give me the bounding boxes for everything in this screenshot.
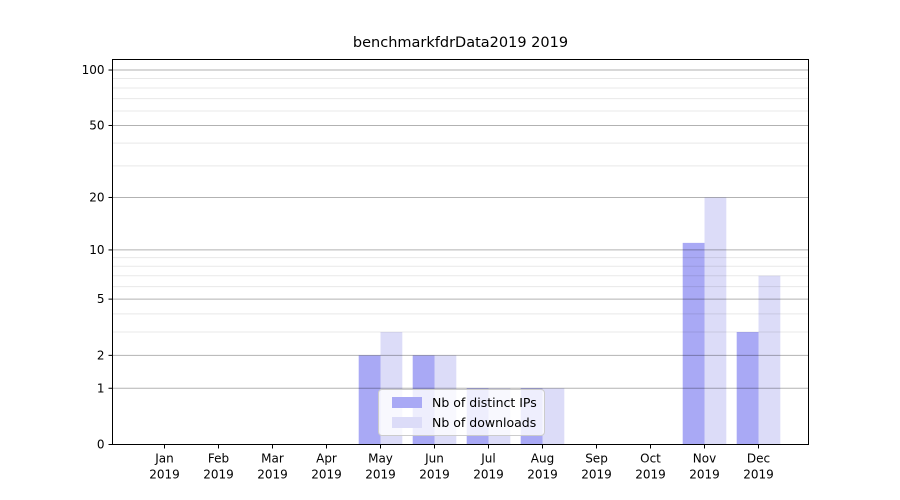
y-tick-label-20: 20 xyxy=(89,190,104,204)
x-tick-label-month-jun: Jun xyxy=(424,452,444,466)
y-tick-label-0: 0 xyxy=(97,438,105,452)
x-tick-label-month-nov: Nov xyxy=(693,452,716,466)
chart-title: benchmarkfdrData2019 2019 xyxy=(352,35,569,51)
x-tick-label-year-jul: 2019 xyxy=(473,468,504,482)
bar-aug-downloads xyxy=(542,388,565,445)
x-tick-label-year-feb: 2019 xyxy=(203,468,234,482)
bar-nov-distinct-ips xyxy=(682,242,705,445)
x-tick-label-year-apr: 2019 xyxy=(311,468,342,482)
legend-item-distinct-ips: Nb of distinct IPs xyxy=(379,395,544,410)
x-tick-label-month-jan: Jan xyxy=(154,452,174,466)
x-tick-label-month-may: May xyxy=(368,452,393,466)
y-tick-label-2: 2 xyxy=(97,348,105,362)
legend-label-distinct-ips: Nb of distinct IPs xyxy=(432,395,537,410)
x-tick-label-year-aug: 2019 xyxy=(527,468,558,482)
legend-label-downloads: Nb of downloads xyxy=(432,415,537,430)
x-tick-label-month-mar: Mar xyxy=(261,452,284,466)
legend-item-downloads: Nb of downloads xyxy=(379,415,544,430)
bar-nov-downloads xyxy=(704,197,727,445)
x-tick-label-year-jan: 2019 xyxy=(149,468,180,482)
bar-dec-downloads xyxy=(758,275,781,445)
y-tick-label-100: 100 xyxy=(82,63,105,77)
legend-swatch-distinct-ips xyxy=(392,397,422,408)
x-tick-label-month-sep: Sep xyxy=(585,452,608,466)
x-tick-label-month-apr: Apr xyxy=(316,452,337,466)
x-tick-label-year-jun: 2019 xyxy=(419,468,450,482)
legend-swatch-downloads xyxy=(392,417,422,428)
x-tick-label-month-dec: Dec xyxy=(747,452,770,466)
x-tick-label-month-feb: Feb xyxy=(208,452,229,466)
bar-dec-distinct-ips xyxy=(736,332,759,445)
x-tick-label-year-oct: 2019 xyxy=(635,468,666,482)
x-tick-label-year-may: 2019 xyxy=(365,468,396,482)
x-tick-label-year-nov: 2019 xyxy=(689,468,720,482)
x-tick-label-month-aug: Aug xyxy=(531,452,554,466)
legend: Nb of distinct IPs Nb of downloads xyxy=(378,389,545,436)
x-tick-label-year-mar: 2019 xyxy=(257,468,288,482)
y-tick-label-50: 50 xyxy=(89,118,104,132)
x-tick-label-month-oct: Oct xyxy=(640,452,661,466)
x-tick-label-year-dec: 2019 xyxy=(743,468,774,482)
x-tick-label-month-jul: Jul xyxy=(480,452,495,466)
y-tick-label-5: 5 xyxy=(97,292,105,306)
bar-may-distinct-ips xyxy=(358,355,381,445)
plot-spines xyxy=(112,59,809,445)
y-tick-label-1: 1 xyxy=(97,381,105,395)
y-tick-label-10: 10 xyxy=(89,243,104,257)
x-tick-label-year-sep: 2019 xyxy=(581,468,612,482)
